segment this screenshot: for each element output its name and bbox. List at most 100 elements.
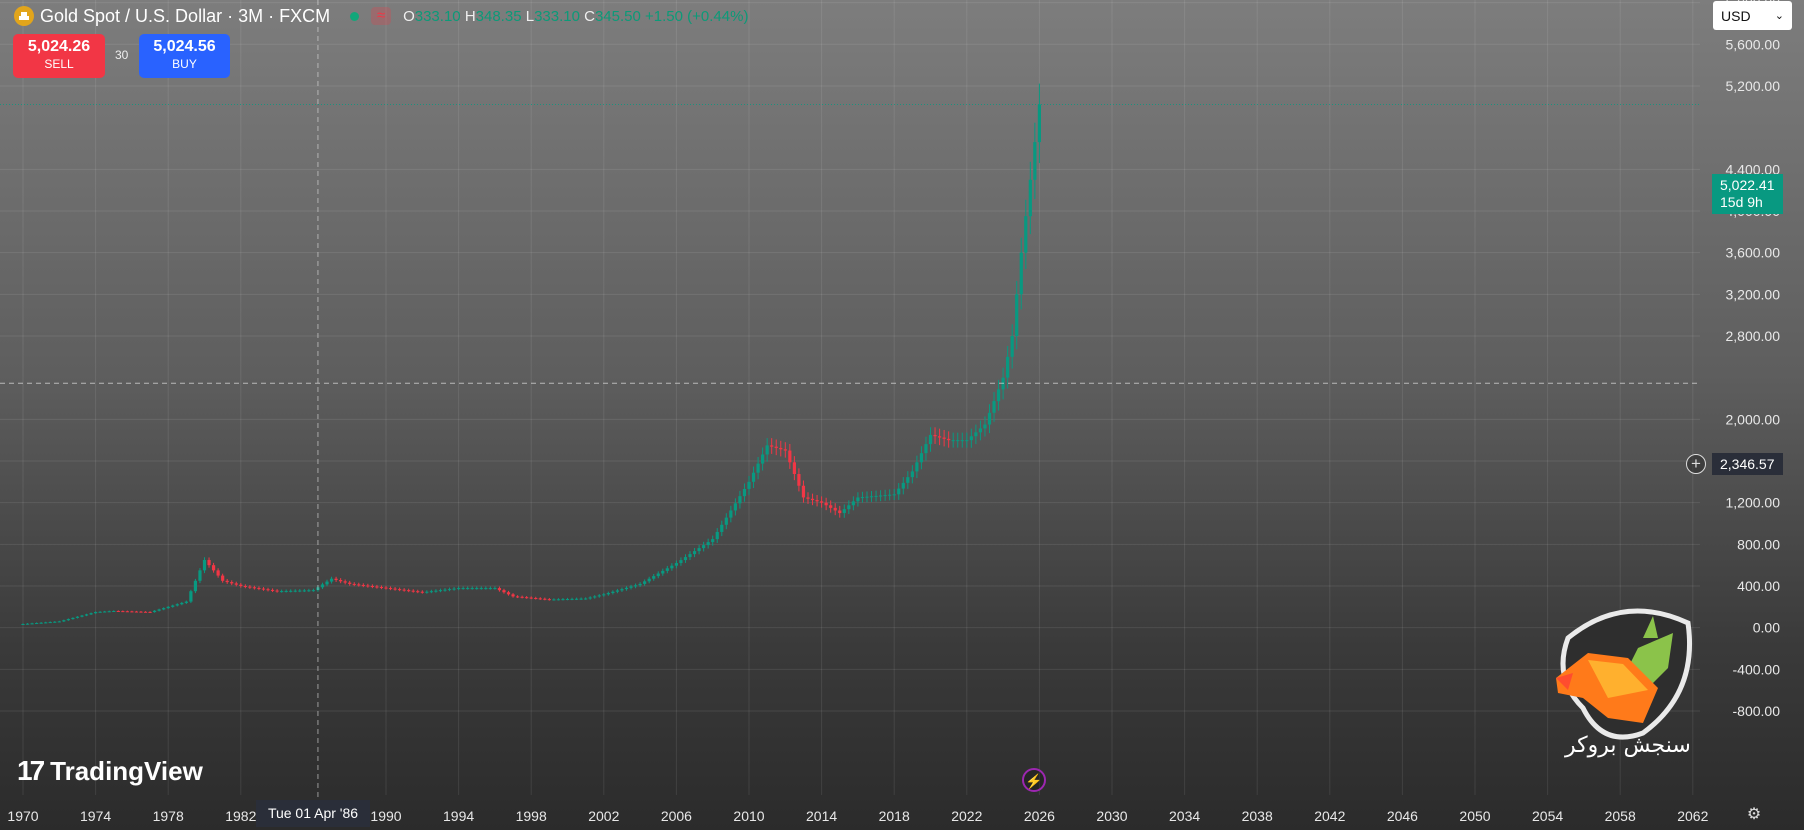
candle-body [874, 495, 878, 497]
last-price-label: 5,022.41 15d 9h [1712, 174, 1783, 214]
candle-body [48, 622, 52, 624]
candle-body [697, 548, 701, 552]
candle-body [765, 445, 769, 455]
candle-body [774, 446, 778, 448]
y-tick-label: 5,200.00 [1726, 78, 1781, 94]
candle-body [434, 590, 438, 592]
candle-body [252, 587, 257, 589]
y-tick-label: -400.00 [1733, 661, 1781, 677]
candle-body [75, 616, 80, 618]
ohlc-values: O333.10 H348.35 L333.10 C345.50 +1.50 (+… [403, 7, 749, 25]
add-alert-plus-icon[interactable]: + [1686, 454, 1706, 474]
candle-body [702, 545, 706, 549]
candle-body [370, 585, 374, 587]
candle-body [1033, 142, 1037, 180]
candle-body [806, 497, 810, 499]
candle-body [851, 501, 855, 506]
candle-body [547, 599, 551, 601]
candle-body [207, 559, 211, 566]
x-tick-label: 2038 [1242, 808, 1273, 824]
candle-body [243, 585, 247, 587]
candle-body [956, 440, 960, 442]
candle-body [829, 505, 833, 508]
broker-name: ﺳﻨﺠﺶ ﺑﺮﻭﮐﺮ [1565, 733, 1691, 758]
candle-body [125, 611, 129, 613]
buy-button[interactable]: 5,024.56 BUY [139, 34, 230, 78]
candle-body [996, 389, 1001, 402]
candle-body [602, 594, 606, 596]
candle-body [429, 591, 433, 593]
candle-body [570, 598, 574, 600]
x-tick-label: 2054 [1532, 808, 1563, 824]
lightning-icon[interactable]: ⚡ [1022, 768, 1046, 792]
candle-body [470, 588, 474, 590]
candle-body [584, 598, 588, 600]
candle-body [89, 613, 93, 615]
candle-body [901, 482, 905, 489]
chevron-down-icon: ⌄ [1774, 10, 1784, 22]
sell-label: SELL [44, 57, 74, 71]
gold-coin-icon [14, 6, 34, 26]
candle-body [443, 589, 447, 591]
wave-icon[interactable]: ≈ [371, 7, 392, 25]
price-axis: 6,400.006,000.005,600.005,200.004,400.00… [1726, 0, 1781, 719]
y-tick-label: 400.00 [1737, 578, 1780, 594]
x-tick-label: 2046 [1387, 808, 1418, 824]
candle-body [747, 481, 751, 489]
currency-select[interactable]: USD ⌄ [1713, 1, 1792, 30]
candle-body [620, 589, 624, 591]
candle-body [892, 494, 896, 496]
candle-body [906, 477, 910, 483]
candle-body [692, 551, 697, 555]
candle-body [733, 503, 737, 511]
candle-body [565, 599, 570, 601]
candle-body [1006, 356, 1010, 378]
candle-body [375, 586, 379, 588]
y-tick-label: 3,600.00 [1726, 245, 1781, 261]
candle-body [211, 565, 216, 571]
candle-body [44, 622, 48, 624]
candle-body [398, 589, 402, 591]
candle-body [275, 590, 279, 592]
candle-body [457, 588, 461, 590]
candle-body [951, 440, 955, 442]
last-price-value: 5,022.41 [1720, 177, 1775, 193]
candle-body [647, 578, 651, 582]
candle-body [720, 524, 724, 532]
x-tick-label: 2014 [806, 808, 837, 824]
candle-body [947, 438, 951, 441]
candle-body [94, 612, 98, 614]
gear-icon[interactable]: ⚙ [1746, 806, 1762, 823]
candle-body [311, 590, 315, 592]
candle-body [230, 582, 234, 584]
candle-body [897, 488, 901, 495]
candle-body [670, 565, 674, 569]
candle-body [615, 590, 620, 592]
y-tick-label: 3,200.00 [1726, 286, 1781, 302]
candle-body [679, 560, 683, 564]
candle-body [416, 591, 420, 593]
x-tick-label: 2018 [879, 808, 910, 824]
candle-body [597, 595, 601, 597]
candle-body [674, 563, 678, 566]
candle-body [761, 454, 765, 464]
tradingview-logo[interactable]: 17 TradingView [17, 755, 203, 787]
symbol-title[interactable]: Gold Spot / U.S. Dollar · 3M · FXCM [40, 5, 331, 26]
candle-body [447, 589, 452, 591]
candle-body [525, 597, 529, 599]
sell-button[interactable]: 5,024.26 SELL [13, 34, 105, 78]
candle-body [257, 587, 261, 589]
candle-body [466, 588, 470, 590]
candle-body [742, 488, 747, 497]
candle-body [783, 449, 787, 451]
candle-body [770, 445, 774, 447]
candle-body [39, 622, 43, 624]
candle-body [284, 590, 288, 592]
candle-body [184, 601, 188, 603]
candle-body [103, 611, 107, 613]
candle-body [497, 588, 502, 591]
candle-body [302, 590, 306, 592]
candle-body [361, 584, 365, 586]
ohlc-low: 333.10 [534, 7, 580, 25]
